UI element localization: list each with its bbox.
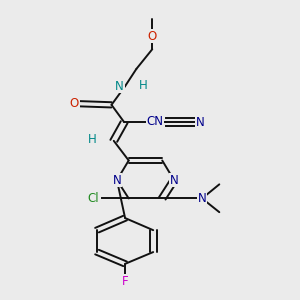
Text: O: O xyxy=(70,97,79,110)
Text: N: N xyxy=(196,116,204,129)
Text: N: N xyxy=(169,174,178,187)
Text: H: H xyxy=(88,134,96,146)
Text: H: H xyxy=(139,79,148,92)
Text: N: N xyxy=(198,192,206,205)
Text: O: O xyxy=(148,30,157,43)
Text: Cl: Cl xyxy=(88,192,99,205)
Text: F: F xyxy=(122,275,128,288)
Text: N: N xyxy=(112,174,121,187)
Text: N: N xyxy=(115,80,124,93)
Text: CN: CN xyxy=(146,115,164,128)
